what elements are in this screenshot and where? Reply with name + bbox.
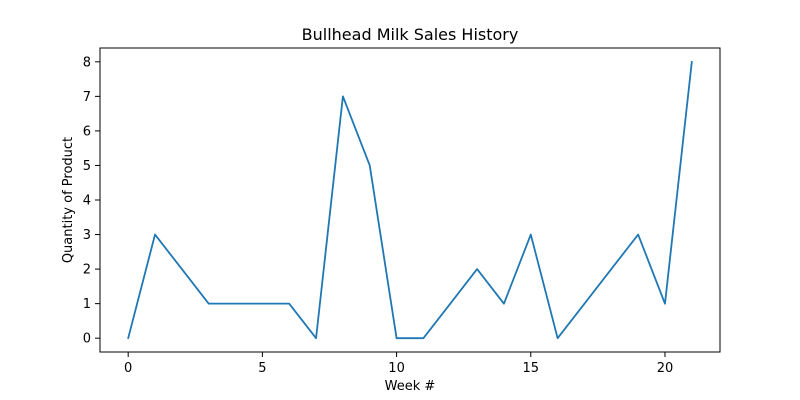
y-tick-label: 0 bbox=[83, 332, 91, 347]
x-axis-label: Week # bbox=[385, 379, 436, 394]
x-tick-label: 0 bbox=[124, 361, 132, 376]
x-tick-label: 20 bbox=[657, 361, 674, 376]
x-tick-label: 5 bbox=[258, 361, 266, 376]
x-axis-ticks: 0 5 10 15 20 bbox=[124, 352, 673, 376]
y-tick-label: 7 bbox=[83, 90, 91, 105]
x-tick-label: 15 bbox=[523, 361, 540, 376]
y-tick-label: 6 bbox=[83, 124, 91, 139]
y-tick-label: 1 bbox=[83, 297, 91, 312]
y-tick-label: 4 bbox=[83, 194, 91, 209]
chart-title: Bullhead Milk Sales History bbox=[302, 25, 519, 44]
y-tick-label: 3 bbox=[83, 228, 91, 243]
y-tick-label: 8 bbox=[83, 55, 91, 70]
plot-frame bbox=[99, 47, 721, 353]
y-tick-label: 2 bbox=[83, 263, 91, 278]
series-layer bbox=[127, 60, 693, 340]
series-line bbox=[127, 60, 693, 340]
y-axis-ticks: 0 1 2 3 4 5 6 7 8 bbox=[83, 55, 100, 347]
x-tick-label: 10 bbox=[388, 361, 405, 376]
y-tick-label: 5 bbox=[83, 159, 91, 174]
y-axis-label: Quantity of Product bbox=[61, 137, 76, 263]
